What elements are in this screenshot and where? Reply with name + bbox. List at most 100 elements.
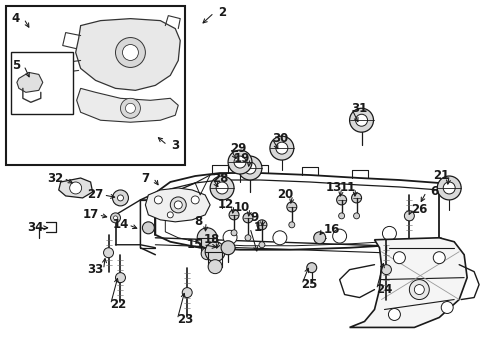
Bar bbox=[6, 6, 185, 165]
Circle shape bbox=[231, 230, 237, 236]
Circle shape bbox=[234, 156, 246, 168]
Circle shape bbox=[221, 241, 235, 255]
Circle shape bbox=[182, 288, 192, 298]
Circle shape bbox=[244, 162, 256, 174]
Circle shape bbox=[409, 280, 429, 300]
Text: 10: 10 bbox=[234, 201, 250, 215]
Circle shape bbox=[383, 226, 396, 240]
Circle shape bbox=[223, 230, 237, 244]
Circle shape bbox=[228, 150, 252, 174]
Circle shape bbox=[356, 114, 368, 126]
Text: 12: 12 bbox=[218, 198, 234, 211]
Circle shape bbox=[433, 252, 445, 264]
Circle shape bbox=[201, 248, 213, 260]
Text: 29: 29 bbox=[230, 141, 246, 155]
Text: 14: 14 bbox=[112, 218, 129, 231]
Circle shape bbox=[354, 213, 360, 219]
Text: 11: 11 bbox=[340, 181, 356, 194]
Circle shape bbox=[191, 196, 199, 204]
Text: 21: 21 bbox=[433, 168, 449, 181]
Circle shape bbox=[307, 263, 317, 273]
Text: 13: 13 bbox=[325, 181, 342, 194]
Text: 30: 30 bbox=[272, 132, 288, 145]
Text: 9: 9 bbox=[251, 211, 259, 224]
Text: 5: 5 bbox=[12, 59, 20, 72]
Text: 25: 25 bbox=[301, 278, 318, 291]
Circle shape bbox=[125, 103, 135, 113]
Circle shape bbox=[382, 265, 392, 275]
Circle shape bbox=[103, 248, 114, 258]
Circle shape bbox=[393, 252, 405, 264]
Polygon shape bbox=[76, 88, 178, 122]
Circle shape bbox=[122, 45, 138, 60]
Circle shape bbox=[339, 213, 344, 219]
Text: 20: 20 bbox=[277, 188, 293, 202]
Text: 17: 17 bbox=[82, 208, 98, 221]
Circle shape bbox=[333, 229, 346, 243]
Text: 7: 7 bbox=[141, 171, 149, 185]
Circle shape bbox=[314, 232, 326, 244]
Circle shape bbox=[205, 242, 225, 262]
Circle shape bbox=[259, 242, 265, 248]
Text: 18: 18 bbox=[204, 233, 221, 246]
Circle shape bbox=[171, 197, 186, 213]
Circle shape bbox=[245, 235, 251, 241]
Text: 16: 16 bbox=[323, 223, 340, 236]
Circle shape bbox=[154, 196, 162, 204]
Text: 26: 26 bbox=[411, 203, 427, 216]
Polygon shape bbox=[59, 178, 93, 198]
Text: 6: 6 bbox=[430, 185, 439, 198]
Bar bbox=[11, 53, 73, 114]
Text: 31: 31 bbox=[351, 102, 368, 115]
Circle shape bbox=[238, 156, 262, 180]
Text: 22: 22 bbox=[110, 298, 126, 311]
Circle shape bbox=[276, 142, 288, 154]
Circle shape bbox=[116, 37, 146, 67]
Text: 4: 4 bbox=[12, 12, 20, 25]
Circle shape bbox=[404, 211, 415, 221]
Circle shape bbox=[210, 176, 234, 200]
Circle shape bbox=[437, 176, 461, 200]
Text: 19: 19 bbox=[234, 152, 250, 165]
Circle shape bbox=[208, 260, 222, 274]
Circle shape bbox=[167, 212, 173, 218]
Text: 8: 8 bbox=[194, 215, 202, 228]
Circle shape bbox=[287, 202, 297, 212]
Circle shape bbox=[389, 309, 400, 320]
Circle shape bbox=[143, 222, 154, 234]
Circle shape bbox=[270, 136, 294, 160]
Text: 32: 32 bbox=[48, 171, 64, 185]
Circle shape bbox=[116, 273, 125, 283]
Circle shape bbox=[441, 302, 453, 314]
Circle shape bbox=[243, 213, 253, 223]
Circle shape bbox=[415, 285, 424, 294]
Circle shape bbox=[113, 190, 128, 206]
Text: 15: 15 bbox=[187, 238, 203, 251]
Polygon shape bbox=[146, 188, 210, 222]
Text: 34: 34 bbox=[27, 221, 44, 234]
Polygon shape bbox=[349, 238, 467, 328]
Circle shape bbox=[273, 231, 287, 245]
Circle shape bbox=[443, 182, 455, 194]
Circle shape bbox=[257, 220, 267, 230]
Circle shape bbox=[337, 195, 346, 205]
Text: 3: 3 bbox=[171, 139, 179, 152]
Text: 23: 23 bbox=[177, 313, 194, 326]
Circle shape bbox=[197, 228, 217, 248]
Circle shape bbox=[289, 222, 295, 228]
Circle shape bbox=[114, 216, 118, 220]
Polygon shape bbox=[75, 19, 180, 90]
Text: 1: 1 bbox=[254, 221, 262, 234]
Circle shape bbox=[174, 201, 182, 209]
Circle shape bbox=[111, 213, 121, 223]
Text: 33: 33 bbox=[87, 263, 104, 276]
Text: 27: 27 bbox=[87, 188, 104, 202]
Circle shape bbox=[121, 98, 141, 118]
Circle shape bbox=[352, 193, 362, 203]
Polygon shape bbox=[17, 72, 43, 92]
Circle shape bbox=[229, 210, 239, 220]
Circle shape bbox=[216, 182, 228, 194]
Text: 28: 28 bbox=[212, 171, 228, 185]
Circle shape bbox=[349, 108, 373, 132]
Text: 24: 24 bbox=[376, 283, 392, 296]
